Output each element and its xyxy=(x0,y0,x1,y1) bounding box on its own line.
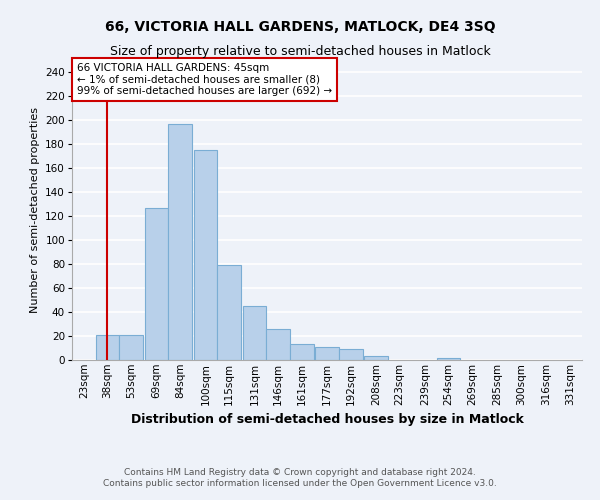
Bar xyxy=(194,150,217,360)
Text: Contains HM Land Registry data © Crown copyright and database right 2024.
Contai: Contains HM Land Registry data © Crown c… xyxy=(103,468,497,487)
Bar xyxy=(290,344,314,360)
Bar xyxy=(339,349,362,360)
X-axis label: Distribution of semi-detached houses by size in Matlock: Distribution of semi-detached houses by … xyxy=(131,413,523,426)
Y-axis label: Number of semi-detached properties: Number of semi-detached properties xyxy=(30,107,40,313)
Bar xyxy=(266,329,290,360)
Bar xyxy=(437,358,460,360)
Bar xyxy=(169,124,192,360)
Text: 66, VICTORIA HALL GARDENS, MATLOCK, DE4 3SQ: 66, VICTORIA HALL GARDENS, MATLOCK, DE4 … xyxy=(104,20,496,34)
Bar xyxy=(217,265,241,360)
Bar xyxy=(145,208,169,360)
Bar xyxy=(364,356,388,360)
Bar xyxy=(242,306,266,360)
Text: Size of property relative to semi-detached houses in Matlock: Size of property relative to semi-detach… xyxy=(110,45,490,58)
Text: 66 VICTORIA HALL GARDENS: 45sqm
← 1% of semi-detached houses are smaller (8)
99%: 66 VICTORIA HALL GARDENS: 45sqm ← 1% of … xyxy=(77,63,332,96)
Bar xyxy=(95,335,119,360)
Bar xyxy=(119,335,143,360)
Bar xyxy=(315,347,339,360)
